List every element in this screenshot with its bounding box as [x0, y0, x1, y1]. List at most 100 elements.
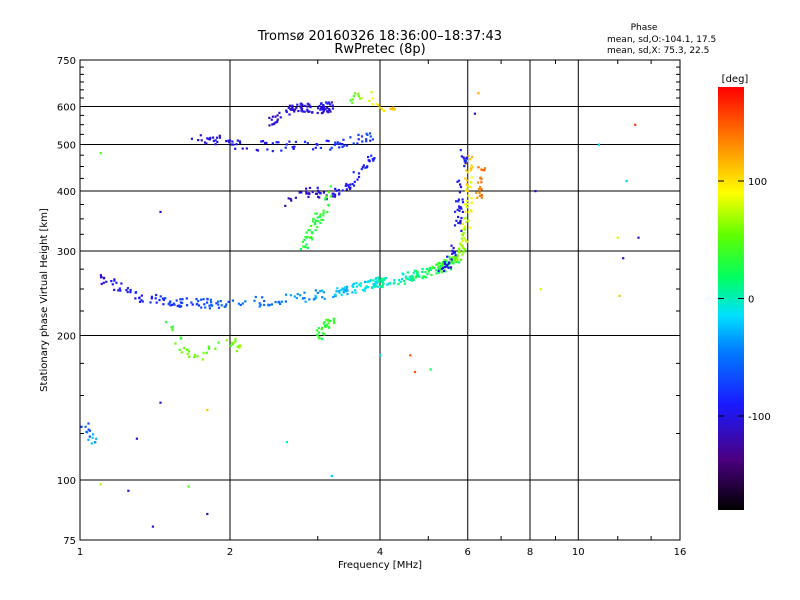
y-tick-label: 100: [57, 476, 76, 487]
data-point: [301, 297, 304, 300]
data-point: [352, 95, 355, 98]
data-point: [326, 211, 329, 214]
data-point: [405, 277, 408, 280]
data-point: [464, 177, 467, 180]
data-point: [446, 264, 449, 267]
data-point: [468, 226, 471, 229]
data-point: [321, 108, 324, 111]
data-point: [205, 351, 208, 354]
data-point: [207, 137, 210, 141]
data-point: [360, 168, 363, 171]
data-point: [368, 99, 371, 102]
data-point: [314, 294, 317, 297]
data-point: [129, 288, 132, 292]
data-point: [276, 114, 279, 117]
data-point: [315, 212, 318, 215]
data-point: [462, 156, 465, 159]
data-point: [381, 281, 384, 284]
data-point: [210, 301, 213, 304]
data-point: [308, 186, 312, 189]
data-point: [479, 186, 482, 189]
data-point: [227, 139, 230, 142]
data-point: [191, 303, 194, 306]
data-point: [459, 219, 462, 222]
data-point: [100, 276, 103, 279]
data-point: [467, 185, 470, 188]
data-point: [446, 255, 449, 258]
data-point: [319, 221, 322, 224]
data-point: [327, 322, 330, 325]
data-point: [178, 305, 181, 308]
data-point: [421, 277, 424, 280]
data-point: [155, 293, 158, 297]
data-point: [275, 141, 278, 144]
data-point: [239, 303, 242, 307]
data-point: [470, 176, 473, 179]
data-point: [99, 483, 102, 486]
data-point: [466, 190, 469, 193]
data-point: [317, 191, 320, 194]
y-tick-label: 600: [57, 103, 76, 114]
data-point: [190, 301, 193, 304]
data-point: [268, 124, 271, 127]
data-point: [180, 305, 183, 308]
data-point: [263, 303, 266, 307]
data-point: [167, 303, 170, 306]
data-point: [120, 282, 123, 285]
data-point: [441, 266, 444, 269]
data-point: [372, 284, 376, 287]
data-point: [297, 109, 300, 113]
data-point: [217, 306, 221, 309]
data-point: [357, 175, 361, 179]
data-point: [303, 291, 306, 294]
data-point: [299, 102, 302, 105]
data-point: [329, 103, 332, 106]
data-point: [331, 107, 334, 110]
data-point: [354, 289, 357, 292]
data-point: [291, 106, 294, 109]
data-point: [464, 240, 468, 243]
data-point: [459, 183, 462, 186]
data-point: [183, 346, 186, 350]
data-point: [457, 221, 460, 225]
data-point: [228, 141, 231, 144]
data-point: [113, 278, 116, 281]
data-point: [461, 244, 464, 247]
data-point: [162, 298, 165, 302]
data-point: [236, 345, 239, 348]
data-point: [346, 285, 349, 288]
data-point: [445, 259, 448, 262]
x-tick-label: 4: [377, 547, 383, 558]
data-point: [372, 159, 375, 162]
data-point: [206, 408, 209, 412]
data-point: [334, 141, 337, 144]
data-point: [458, 242, 462, 245]
data-point: [345, 144, 349, 147]
data-point: [380, 280, 383, 284]
data-point: [305, 190, 308, 193]
data-point: [463, 157, 466, 160]
data-point: [285, 293, 288, 296]
data-point: [320, 112, 324, 115]
data-point: [412, 278, 415, 281]
data-point: [460, 229, 463, 232]
data-point: [102, 281, 105, 284]
data-point: [460, 155, 463, 158]
data-point: [359, 284, 362, 288]
data-point: [185, 297, 188, 300]
data-point: [216, 140, 219, 144]
data-point: [375, 102, 378, 106]
data-point: [429, 368, 432, 371]
data-point: [415, 274, 418, 277]
data-point: [369, 139, 372, 142]
data-point: [306, 105, 309, 108]
data-point: [461, 240, 464, 243]
data-point: [427, 270, 430, 273]
data-point: [235, 350, 238, 353]
data-point: [232, 143, 235, 146]
data-point: [351, 183, 354, 186]
data-point: [212, 139, 215, 143]
data-point: [365, 166, 369, 169]
data-point: [324, 325, 327, 328]
data-point: [95, 437, 98, 440]
